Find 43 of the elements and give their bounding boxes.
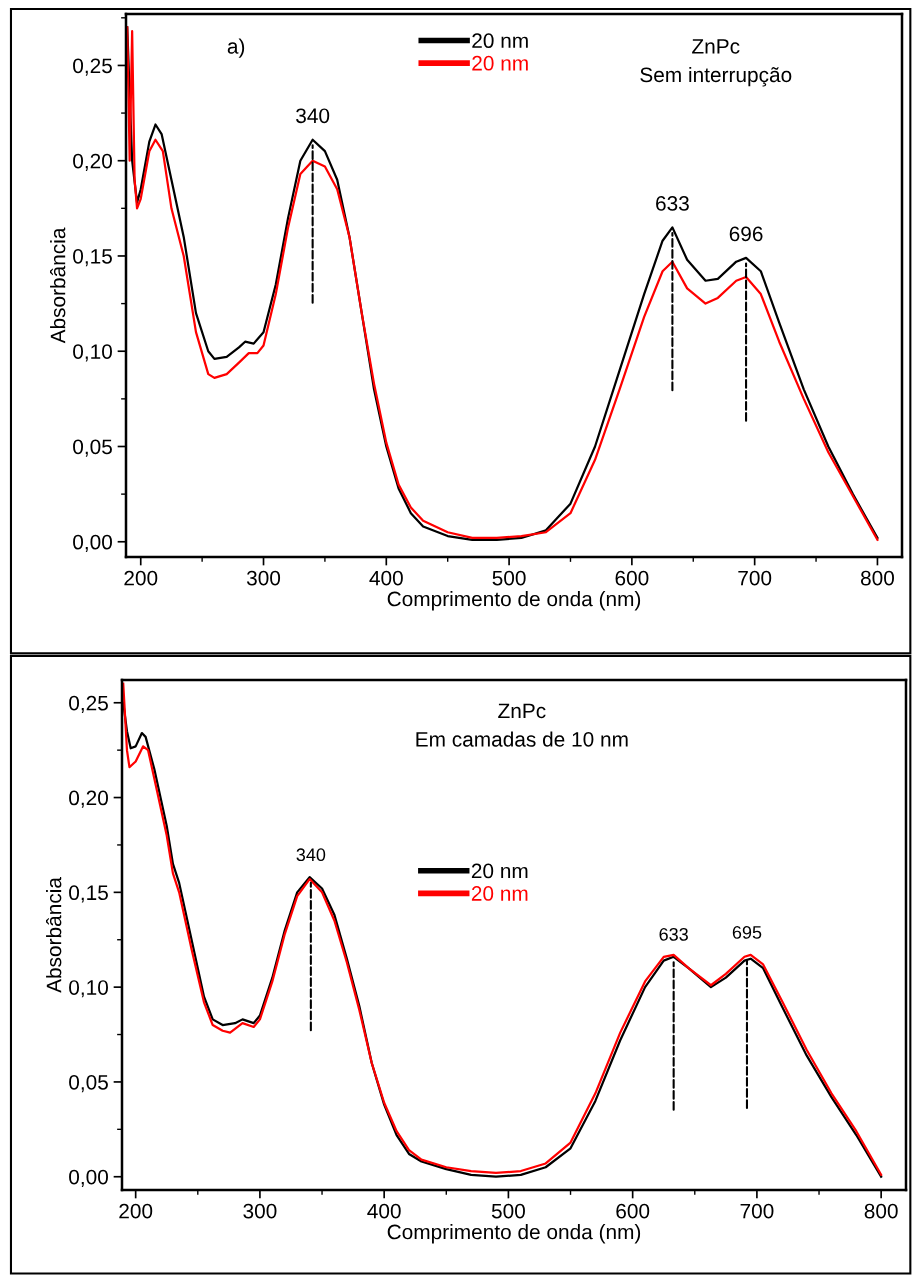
annotation: a) [227, 38, 245, 58]
x-tick-label: 400 [369, 570, 403, 586]
y-tick-label: 0,05 [69, 1074, 108, 1093]
y-tick-label: 0,10 [69, 980, 108, 998]
y-axis-title: Absorbância [50, 227, 66, 344]
y-tick-label: 0,00 [69, 1169, 108, 1187]
x-tick-label: 400 [367, 1203, 401, 1219]
x-tick-label: 300 [243, 1203, 277, 1219]
x-tick-label: 700 [738, 570, 772, 586]
y-axis-title: Absorbância [46, 877, 62, 993]
x-tick-label: 800 [864, 1203, 898, 1219]
legend-label: 20 nm [471, 886, 528, 901]
x-tick-label: 200 [124, 570, 158, 586]
x-tick-label: 800 [860, 570, 895, 586]
annotation: ZnPc Sem interrupção [640, 39, 792, 87]
y-tick-label: 0,15 [69, 885, 108, 903]
y-tick-label: 0,00 [73, 534, 112, 552]
annotation: 695 [732, 926, 762, 939]
y-tick-label: 0,25 [69, 695, 108, 713]
y-tick-label: 0,05 [73, 439, 112, 457]
x-tick-label: 500 [491, 1203, 525, 1219]
legend-label: 20 nm [471, 863, 528, 879]
annotation: 633 [656, 196, 689, 211]
annotation: 633 [659, 927, 688, 941]
annotation: 340 [296, 848, 326, 862]
annotation: ZnPc Em camadas de 10 nm [416, 703, 628, 747]
y-tick-label: 0,10 [73, 344, 112, 362]
annotation: 340 [296, 108, 330, 124]
x-axis-title: Comprimento de onda (nm) [387, 591, 641, 611]
x-axis-title: Comprimento de onda (nm) [387, 1224, 641, 1244]
y-tick-label: 0,15 [73, 248, 112, 267]
x-tick-label: 600 [615, 570, 649, 586]
y-tick-label: 0,25 [73, 58, 112, 76]
y-tick-label: 0,20 [69, 790, 108, 808]
x-tick-label: 200 [119, 1203, 153, 1219]
x-tick-label: 700 [740, 1203, 774, 1219]
y-tick-label: 0,20 [73, 153, 112, 171]
x-tick-label: 500 [492, 570, 526, 586]
x-tick-label: 600 [616, 1203, 650, 1219]
annotation: 696 [729, 226, 763, 242]
legend-label: 20 nm [472, 33, 528, 49]
legend-label: 20 nm [472, 55, 528, 71]
x-tick-label: 300 [246, 570, 281, 586]
